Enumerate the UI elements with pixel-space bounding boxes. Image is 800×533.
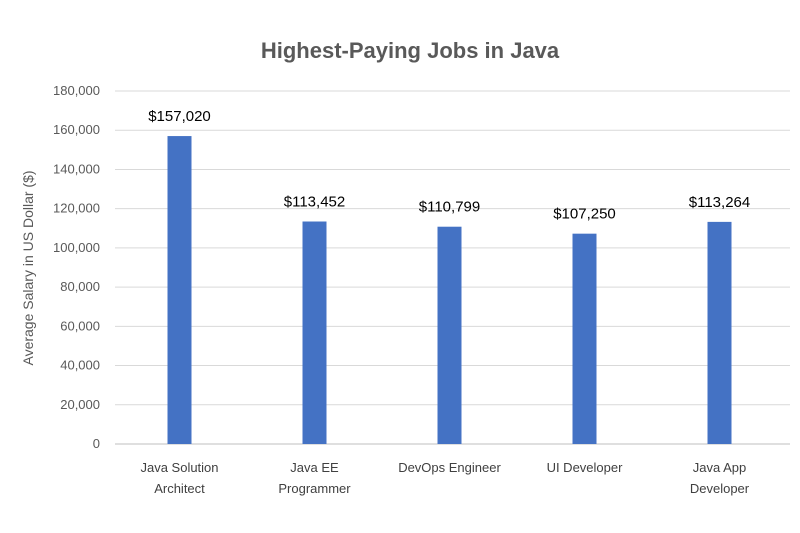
data-label: $113,452 <box>284 194 345 211</box>
x-category-label: UI Developer <box>547 460 624 475</box>
bars <box>167 136 732 444</box>
data-label: $107,250 <box>553 206 616 223</box>
data-label: $110,799 <box>419 199 480 216</box>
bar <box>572 233 597 444</box>
x-axis-categories: Java Solution Architect Java EE Programmer D… <box>140 460 749 496</box>
bar <box>437 226 462 444</box>
y-tick-label: 60,000 <box>60 318 100 333</box>
x-category-label: Java Solution Architect <box>140 460 218 496</box>
y-tick-label: 0 <box>93 436 100 451</box>
bar <box>707 221 732 444</box>
x-category-label: Java App Developer <box>690 460 750 496</box>
bar <box>167 136 192 444</box>
y-tick-label: 180,000 <box>53 83 100 98</box>
data-labels: $157,020 $113,452 $110,799 $107,250 $113,264 <box>148 108 750 223</box>
y-tick-label: 80,000 <box>60 279 100 294</box>
y-tick-label: 120,000 <box>53 201 100 216</box>
data-label: $157,020 <box>148 108 211 125</box>
y-tick-label: 20,000 <box>60 397 100 412</box>
data-label: $113,264 <box>689 194 750 211</box>
y-axis-label: Average Salary in US Dollar ($) <box>20 170 36 365</box>
y-tick-label: 100,000 <box>53 240 100 255</box>
y-tick-label: 140,000 <box>53 161 100 176</box>
bar <box>302 221 327 444</box>
y-tick-label: 160,000 <box>53 122 100 137</box>
y-tick-label: 40,000 <box>60 358 100 373</box>
x-category-label: Java EE Programmer <box>278 460 351 496</box>
chart-title: Highest-Paying Jobs in Java <box>261 38 560 63</box>
x-category-label: DevOps Engineer <box>398 460 501 475</box>
y-axis-ticks: 0 20,000 40,000 60,000 80,000 100,000 120,000 1… <box>53 83 100 451</box>
